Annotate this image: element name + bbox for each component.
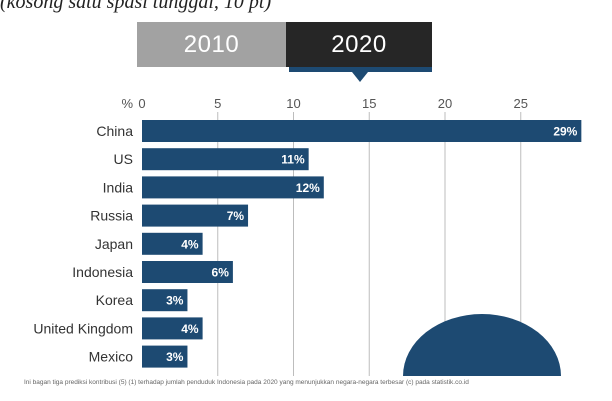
data-label: 3% [166,294,184,308]
x-tick-label: 20 [438,96,452,111]
bar-united-kingdom [142,317,203,340]
category-label: United Kingdom [33,320,133,336]
bar-japan [142,232,203,255]
category-labels: China US India Russia Japan Indonesia Korea Uni… [33,123,133,365]
tab-2010[interactable]: 2010 [137,22,286,67]
data-label: 3% [166,350,184,364]
x-tick-label: 15 [362,96,376,111]
active-tab-pointer [352,72,368,82]
category-label: Russia [90,208,133,224]
category-label: Korea [96,292,134,308]
x-axis-ticks: 0 5 10 15 20 25 [138,96,528,111]
category-label: India [103,179,134,195]
active-tab-indicator [289,67,432,72]
bar-korea [142,289,188,312]
bar-indonesia [142,261,233,283]
data-label: 4% [181,322,199,336]
bars: 29% 11% 12% 7% 4% 6% 3% 4% 3% [142,120,582,368]
data-label: 7% [227,209,245,223]
data-label: 29% [553,125,577,139]
category-label: Japan [95,236,133,252]
bar-china [142,120,582,142]
data-label: 6% [212,266,230,280]
tab-2020[interactable]: 2020 [286,22,432,67]
x-tick-label: 10 [286,96,300,111]
figure-caption: (kosong satu spasi tunggal, 10 pt) [0,0,272,13]
category-label: US [114,151,133,167]
footnote: Ini bagan tiga prediksi kontribusi (5) (… [24,379,469,386]
bar-us [142,148,309,171]
x-tick-label: 25 [514,96,528,111]
category-label: Mexico [89,349,134,365]
bar-india [142,176,324,199]
x-tick-label: 0 [138,96,145,111]
x-axis-unit-label: % [121,96,133,111]
data-label: 4% [181,237,199,251]
bar-russia [142,204,249,227]
x-tick-label: 5 [214,96,221,111]
data-label: 12% [296,181,320,195]
decorative-semicircle [403,314,561,376]
category-label: China [96,123,133,139]
data-label: 11% [281,153,305,167]
category-label: Indonesia [72,264,133,280]
bar-mexico [142,345,188,368]
